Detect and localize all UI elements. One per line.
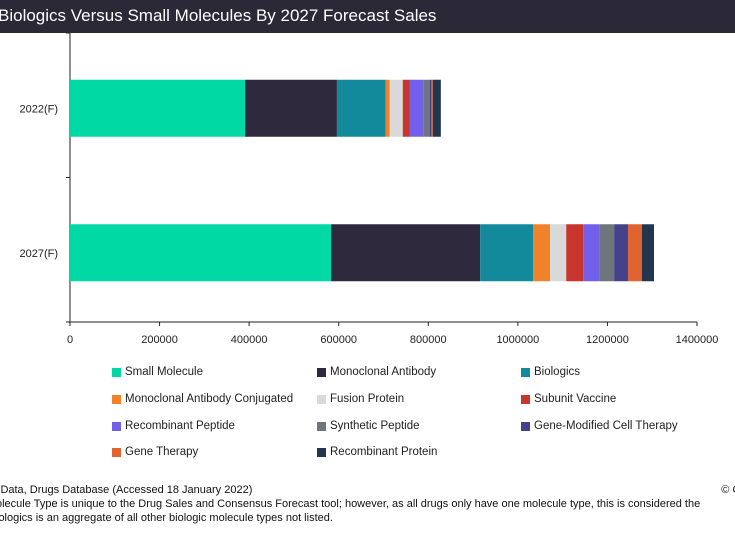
legend-swatch [112, 367, 121, 377]
chart-plot-area: 0 200000 400000 600000 800000 1000000 1200000 1… [19, 33, 718, 346]
legend-swatch [317, 447, 326, 457]
legend-item: Monoclonal Antibody Conjugated [112, 393, 293, 405]
legend-label: Gene Therapy [125, 446, 199, 458]
bar-subunit-vaccine-2027f [566, 224, 584, 282]
bar-recombinant-protein-2027f [641, 224, 655, 282]
legend-label: Subunit Vaccine [534, 393, 617, 405]
bar-monoclonal-antibody-conjugated-2022f [385, 79, 390, 137]
x-tick-label: 200000 [141, 334, 178, 346]
bar-recombinant-protein-2022f [432, 79, 441, 137]
bar-monoclonal-antibody-2027f [331, 224, 481, 282]
legend-label: Monoclonal Antibody Conjugated [125, 393, 294, 405]
bar-gene-therapy-2027f [628, 224, 642, 282]
legend-label: Monoclonal Antibody [330, 366, 437, 378]
legend-swatch [521, 367, 530, 377]
y-axis-labels: 2022(F) 2027(F) [19, 103, 58, 260]
legend-swatch [112, 421, 121, 431]
legend-item: Recombinant Protein [317, 446, 437, 458]
legend-swatch [317, 394, 326, 404]
bar-fusion-protein-2027f [550, 224, 567, 282]
x-tick-label: 600000 [320, 334, 357, 346]
legend-item: Small Molecule [112, 366, 203, 378]
legend-swatch [317, 367, 326, 377]
legend-swatch [112, 447, 121, 457]
x-tick-label: 1400000 [676, 334, 719, 346]
legend-item: Subunit Vaccine [521, 393, 616, 405]
bar-monoclonal-antibody-conjugated-2027f [533, 224, 551, 282]
bar-subunit-vaccine-2022f [402, 79, 410, 137]
bar-small-molecule-2022f [70, 79, 246, 137]
x-tick-label: 1200000 [586, 334, 629, 346]
legend-swatch [317, 421, 326, 431]
legend-item: Synthetic Peptide [317, 420, 420, 432]
legend-label: Recombinant Peptide [125, 420, 235, 432]
chart-title: Biologics Versus Small Molecules By 2027… [0, 6, 437, 25]
bar-biologics-2022f [336, 79, 386, 137]
legend-item: Monoclonal Antibody [317, 366, 436, 378]
x-tick-label: 0 [67, 334, 73, 346]
bar-gene-modified-cell-therapy-2022f [429, 79, 432, 137]
x-tick-label: 1000000 [496, 334, 539, 346]
bars [70, 79, 655, 282]
bar-gene-therapy-2022f [431, 79, 433, 137]
bar-synthetic-peptide-2027f [599, 224, 615, 282]
bar-fusion-protein-2022f [389, 79, 403, 137]
bar-recombinant-peptide-2027f [583, 224, 600, 282]
source-text: lData, Drugs Database (Accessed 18 Janua… [0, 484, 253, 496]
bar-gene-modified-cell-therapy-2027f [614, 224, 629, 282]
bar-monoclonal-antibody-2022f [245, 79, 337, 137]
copyright: © G [721, 484, 735, 496]
legend-item: Gene-Modified Cell Therapy [521, 420, 678, 432]
x-tick-label: 400000 [231, 334, 268, 346]
legend-item: Gene Therapy [112, 446, 198, 458]
bar-biologics-2027f [480, 224, 534, 282]
legend-label: Synthetic Peptide [330, 420, 420, 432]
legend-label: Small Molecule [125, 366, 203, 378]
legend-swatch [521, 394, 530, 404]
x-tick-label: 800000 [410, 334, 447, 346]
legend-swatch [112, 394, 121, 404]
legend-label: Fusion Protein [330, 393, 405, 405]
y-tick-label: 2022(F) [19, 103, 58, 115]
legend-label: Biologics [534, 366, 581, 378]
legend-swatch [521, 421, 530, 431]
bar-recombinant-peptide-2022f [409, 79, 424, 137]
bar-small-molecule-2027f [70, 224, 332, 282]
legend-item: Recombinant Peptide [112, 420, 235, 432]
legend-item: Fusion Protein [317, 393, 404, 405]
title-bar: Biologics Versus Small Molecules By 2027… [0, 0, 735, 33]
legend-label: Recombinant Protein [330, 446, 438, 458]
note-line-2: iologics is an aggregate of all other bi… [0, 512, 333, 524]
x-axis-ticks: 0 200000 400000 600000 800000 1000000 1200000 1… [67, 322, 718, 346]
y-tick-label: 2027(F) [19, 248, 58, 260]
note-line-1: olecule Type is unique to the Drug Sales… [0, 498, 701, 510]
legend-label: Gene-Modified Cell Therapy [534, 420, 678, 432]
legend-item: Biologics [521, 366, 580, 378]
bar-synthetic-peptide-2022f [423, 79, 430, 137]
legend: Small Molecule Monoclonal Antibody Biologi… [0, 360, 735, 470]
